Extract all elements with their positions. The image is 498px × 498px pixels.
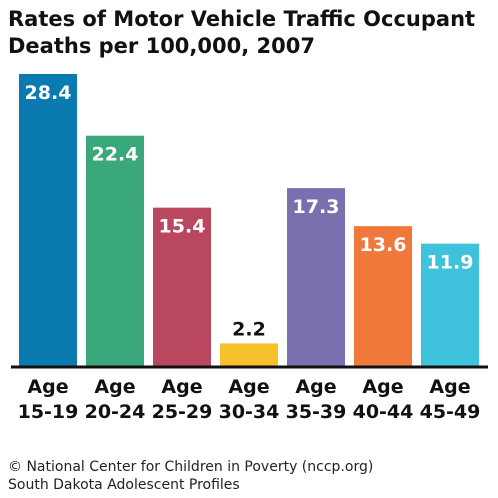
x-tick-label-3-line-1: Age [161, 376, 202, 398]
x-tick-label-1-line-2: 15-19 [18, 401, 79, 423]
x-tick-label-4-line-1: Age [228, 376, 269, 398]
x-tick-label-2-line-1: Age [94, 376, 135, 398]
bar-1 [19, 74, 77, 366]
chart-title: Rates of Motor Vehicle Traffic Occupant … [8, 6, 494, 60]
footer-source: South Dakota Adolescent Profiles [8, 477, 240, 493]
bar-4 [220, 343, 278, 366]
x-tick-label-6-line-1: Age [362, 376, 403, 398]
bar-value-label-6: 13.6 [360, 234, 407, 256]
bar-value-label-1: 28.4 [25, 82, 72, 104]
chart-title-line-2: Deaths per 100,000, 2007 [8, 34, 315, 58]
bar-value-label-7: 11.9 [427, 252, 474, 274]
bar-value-label-4: 2.2 [232, 318, 266, 340]
bar-5 [287, 188, 345, 366]
x-tick-label-6-line-2: 40-44 [353, 401, 414, 423]
footer-copyright: © National Center for Children in Povert… [8, 459, 374, 475]
x-tick-label-4-line-2: 30-34 [219, 401, 280, 423]
x-tick-label-2-line-2: 20-24 [85, 401, 146, 423]
bar-value-label-5: 17.3 [293, 196, 340, 218]
x-tick-label-1-line-1: Age [27, 376, 68, 398]
bar-2 [86, 135, 144, 366]
bar-6 [354, 226, 412, 366]
bar-value-label-2: 22.4 [92, 144, 139, 166]
bar-value-label-3: 15.4 [159, 216, 206, 238]
chart-title-line-1: Rates of Motor Vehicle Traffic Occupant [8, 7, 476, 31]
x-tick-label-7-line-1: Age [429, 376, 470, 398]
footer: © National Center for Children in Povert… [8, 458, 373, 494]
bar-3 [153, 207, 211, 366]
x-tick-label-7-line-2: 45-49 [420, 401, 481, 423]
x-tick-label-5-line-2: 35-39 [286, 401, 347, 423]
x-tick-label-3-line-2: 25-29 [152, 401, 213, 423]
bar-7 [421, 243, 479, 366]
x-tick-label-5-line-1: Age [295, 376, 336, 398]
